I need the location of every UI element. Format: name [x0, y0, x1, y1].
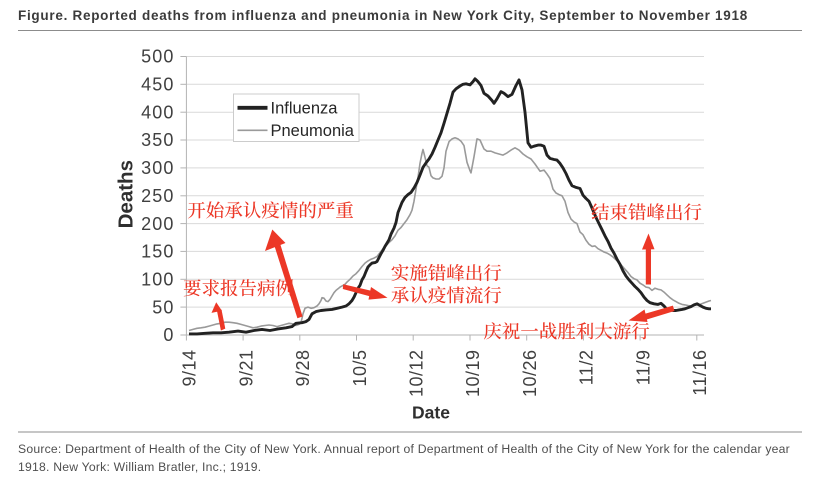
svg-text:250: 250: [141, 186, 174, 206]
svg-text:50: 50: [152, 297, 174, 317]
svg-text:1918. New York: William Bratle: 1918. New York: William Bratler, Inc.; 1…: [18, 460, 261, 474]
svg-text:9/21: 9/21: [236, 350, 256, 387]
svg-text:500: 500: [141, 47, 174, 67]
svg-text:350: 350: [141, 130, 174, 150]
svg-text:Source: Department of Health o: Source: Department of Health of the City…: [18, 442, 790, 456]
svg-text:10/26: 10/26: [520, 350, 540, 398]
svg-text:0: 0: [163, 325, 174, 345]
svg-text:10/12: 10/12: [407, 350, 427, 398]
svg-text:300: 300: [141, 158, 174, 178]
svg-text:400: 400: [141, 102, 174, 122]
svg-text:9/14: 9/14: [180, 350, 200, 387]
svg-text:10/5: 10/5: [350, 350, 370, 387]
svg-text:Deaths: Deaths: [114, 160, 137, 228]
svg-text:200: 200: [141, 214, 174, 234]
svg-text:9/28: 9/28: [293, 350, 313, 387]
svg-text:10/19: 10/19: [463, 350, 483, 398]
svg-text:Pneumonia: Pneumonia: [271, 122, 355, 140]
svg-text:11/16: 11/16: [690, 350, 710, 396]
svg-text:11/9: 11/9: [633, 350, 653, 386]
svg-text:11/2: 11/2: [577, 350, 597, 386]
svg-text:150: 150: [141, 242, 174, 262]
svg-text:100: 100: [141, 270, 174, 290]
svg-text:Date: Date: [412, 403, 450, 423]
svg-text:Influenza: Influenza: [271, 100, 339, 118]
svg-text:450: 450: [141, 75, 174, 95]
svg-text:Figure. Reported deaths from i: Figure. Reported deaths from influenza a…: [18, 8, 748, 23]
